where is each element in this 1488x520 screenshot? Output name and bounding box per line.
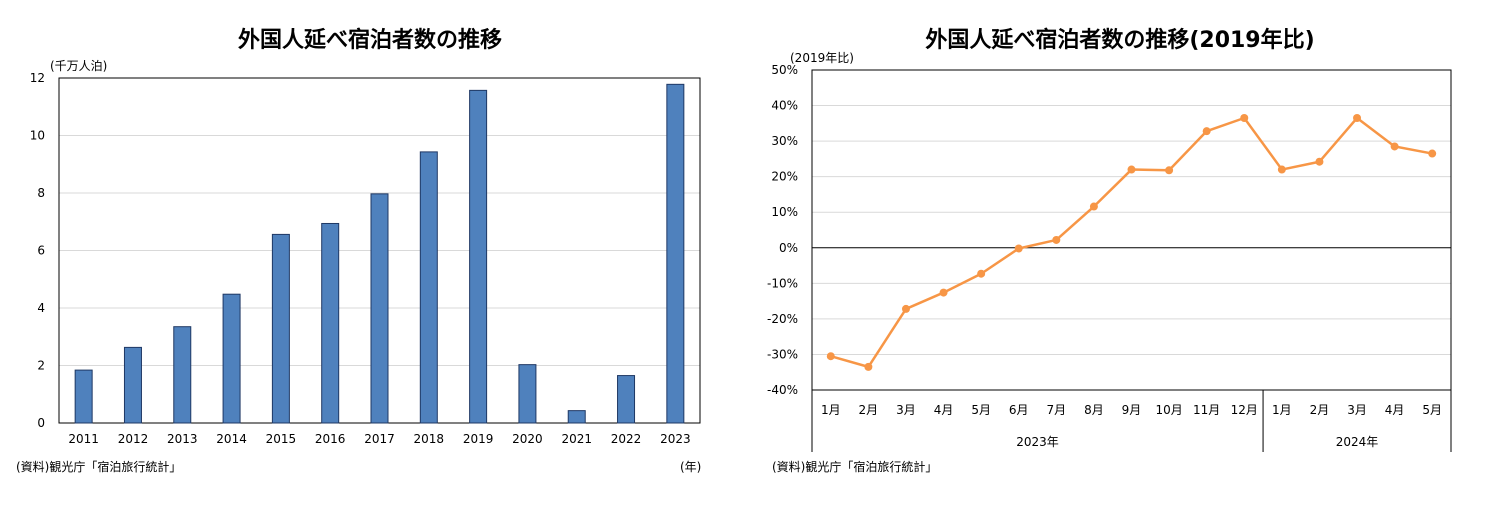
y-tick-label: 0 bbox=[37, 416, 45, 430]
x-tick-label: 2月 bbox=[859, 403, 879, 417]
bar bbox=[271, 233, 290, 424]
x-tick-label: 1月 bbox=[1272, 403, 1292, 417]
data-point bbox=[1202, 127, 1211, 136]
y-tick-label: -20% bbox=[767, 312, 798, 326]
bar bbox=[74, 369, 93, 424]
data-point bbox=[1353, 114, 1362, 122]
x-tick-label: 2021 bbox=[561, 432, 592, 446]
bar bbox=[321, 222, 340, 424]
y-tick-label: 10% bbox=[771, 205, 798, 219]
x-tick-label: 2012 bbox=[118, 432, 149, 446]
data-point bbox=[1052, 235, 1061, 244]
data-point bbox=[864, 362, 873, 371]
bar-chart-title: 外国人延べ宿泊者数の推移 bbox=[238, 27, 502, 53]
group-label: 2023年 bbox=[1016, 435, 1059, 449]
x-tick-label: 9月 bbox=[1122, 403, 1142, 417]
y-tick-label: 40% bbox=[771, 99, 798, 113]
data-point bbox=[977, 269, 986, 278]
x-tick-label: 2016 bbox=[315, 432, 346, 446]
x-tick-label: 2020 bbox=[512, 432, 543, 446]
y-tick-label: 2 bbox=[37, 359, 45, 373]
data-point bbox=[1390, 142, 1399, 151]
data-point bbox=[1277, 165, 1286, 174]
bar bbox=[617, 375, 636, 424]
x-tick-label: 12月 bbox=[1231, 403, 1258, 417]
data-point bbox=[1127, 165, 1136, 174]
y-tick-label: 0% bbox=[779, 241, 798, 255]
data-point bbox=[1428, 149, 1437, 158]
bar bbox=[469, 89, 488, 424]
bar bbox=[222, 293, 241, 424]
y-tick-label: 4 bbox=[37, 301, 45, 315]
bar-chart: 0 2 4 6 8 10 12 2011 2012 2013 2014 2015 2016 2017 201… bbox=[30, 71, 701, 446]
x-tick-label: 2014 bbox=[216, 432, 247, 446]
y-tick-label: 30% bbox=[771, 134, 798, 148]
y-tick-label: -30% bbox=[767, 347, 798, 361]
bar-chart-x-unit-label: (年) bbox=[680, 460, 701, 474]
data-point bbox=[1014, 244, 1023, 253]
line-chart-title: 外国人延べ宿泊者数の推移(2019年比) bbox=[925, 27, 1314, 53]
plot-area-frame bbox=[811, 69, 1452, 391]
y-tick-label: 10 bbox=[30, 129, 45, 143]
x-tick-label: 2022 bbox=[611, 432, 642, 446]
y-tick-label: -10% bbox=[767, 276, 798, 290]
x-tick-label: 1月 bbox=[821, 403, 841, 417]
data-point bbox=[901, 304, 910, 313]
data-point bbox=[1240, 114, 1249, 122]
x-tick-label: 8月 bbox=[1084, 403, 1104, 417]
y-tick-label: 8 bbox=[37, 186, 45, 200]
x-tick-label: 7月 bbox=[1047, 403, 1067, 417]
bar bbox=[173, 326, 192, 424]
data-point bbox=[1089, 202, 1098, 211]
data-point bbox=[1165, 166, 1174, 175]
x-tick-label: 2018 bbox=[414, 432, 445, 446]
data-point bbox=[1315, 157, 1324, 166]
x-tick-label: 2023 bbox=[660, 432, 691, 446]
bar bbox=[419, 151, 438, 424]
bar bbox=[370, 193, 389, 424]
x-tick-label: 3月 bbox=[1347, 403, 1367, 417]
line-chart: -40% -30% -20% -10% 0% 10% 20% 30% 40% 50% 1月 2月 3月 4… bbox=[767, 63, 1452, 452]
y-tick-label: -40% bbox=[767, 383, 798, 397]
x-tick-label: 10月 bbox=[1155, 403, 1182, 417]
line-chart-source: (資料)観光庁「宿泊旅行統計」 bbox=[772, 459, 937, 474]
line-chart-unit-label: (2019年比) bbox=[790, 51, 854, 65]
x-tick-label: 4月 bbox=[1385, 403, 1405, 417]
x-tick-label: 2013 bbox=[167, 432, 198, 446]
y-tick-label: 20% bbox=[771, 170, 798, 184]
x-tick-label: 2019 bbox=[463, 432, 494, 446]
data-point bbox=[826, 352, 835, 361]
x-tick-label: 2015 bbox=[266, 432, 297, 446]
x-tick-label: 11月 bbox=[1193, 403, 1220, 417]
bar bbox=[123, 346, 142, 424]
y-tick-label: 12 bbox=[30, 71, 45, 85]
y-tick-label: 50% bbox=[771, 63, 798, 77]
x-tick-label: 5月 bbox=[1422, 403, 1442, 417]
x-tick-label: 2017 bbox=[364, 432, 395, 446]
group-label: 2024年 bbox=[1336, 435, 1379, 449]
y-tick-label: 6 bbox=[37, 244, 45, 258]
x-tick-label: 5月 bbox=[971, 403, 991, 417]
bar-chart-unit-label: (千万人泊) bbox=[50, 59, 107, 73]
bar bbox=[518, 364, 537, 424]
series-line bbox=[830, 116, 1433, 369]
x-tick-label: 4月 bbox=[934, 403, 954, 417]
x-tick-label: 2月 bbox=[1310, 403, 1330, 417]
x-tick-label: 2011 bbox=[68, 432, 99, 446]
bar-chart-source: (資料)観光庁「宿泊旅行統計」 bbox=[16, 459, 181, 474]
data-point bbox=[939, 288, 948, 297]
x-tick-label: 3月 bbox=[896, 403, 916, 417]
bar bbox=[666, 83, 685, 424]
x-tick-label: 6月 bbox=[1009, 403, 1029, 417]
bar bbox=[567, 410, 586, 424]
